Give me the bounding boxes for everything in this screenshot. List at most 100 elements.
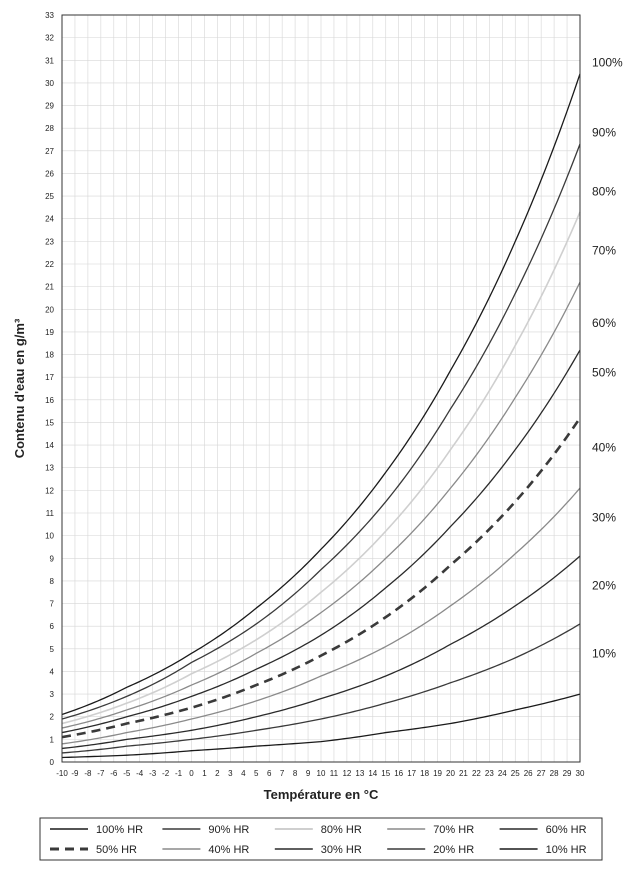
y-tick-label: 12 bbox=[45, 486, 54, 495]
y-tick-label: 26 bbox=[45, 169, 54, 178]
x-tick-label: -2 bbox=[162, 769, 170, 778]
x-tick-label: -9 bbox=[71, 769, 79, 778]
x-tick-label: 21 bbox=[459, 769, 468, 778]
x-tick-label: -8 bbox=[84, 769, 92, 778]
y-tick-label: 15 bbox=[45, 418, 54, 427]
y-tick-label: 21 bbox=[45, 283, 54, 292]
x-tick-label: 18 bbox=[420, 769, 429, 778]
y-tick-label: 1 bbox=[50, 735, 55, 744]
x-tick-label: 14 bbox=[368, 769, 377, 778]
series-line-100-hr bbox=[61, 73, 581, 716]
right-percent-label: 100% bbox=[592, 56, 623, 70]
x-tick-label: 5 bbox=[254, 769, 259, 778]
grid bbox=[61, 14, 581, 763]
x-tick-label: -4 bbox=[136, 769, 144, 778]
y-tick-label: 27 bbox=[45, 147, 54, 156]
x-tick-label: 20 bbox=[446, 769, 455, 778]
right-percent-label: 60% bbox=[592, 316, 616, 330]
x-tick-label: 30 bbox=[576, 769, 585, 778]
y-tick-label: 4 bbox=[50, 667, 55, 676]
legend: 100% HR 90% HR 80% HR 70% HR 60% HR 50% HR 40%… bbox=[39, 817, 603, 861]
y-tick-label: 33 bbox=[45, 11, 54, 20]
legend-label: 50% HR bbox=[96, 844, 137, 856]
y-tick-label: 14 bbox=[45, 441, 54, 450]
series-line-30-hr bbox=[61, 555, 581, 750]
series-line-50-hr bbox=[61, 417, 582, 739]
x-tick-label: 10 bbox=[317, 769, 326, 778]
y-tick-label: 20 bbox=[45, 305, 54, 314]
y-tick-label: 10 bbox=[45, 532, 54, 541]
y-tick-label: 32 bbox=[45, 34, 54, 43]
y-tick-label: 22 bbox=[45, 260, 54, 269]
x-tick-label: 6 bbox=[267, 769, 272, 778]
x-tick-label: 24 bbox=[498, 769, 507, 778]
x-tick-label: 27 bbox=[537, 769, 546, 778]
series-line-70-hr bbox=[61, 281, 581, 729]
y-tick-label: 28 bbox=[45, 124, 54, 133]
x-tick-label: 7 bbox=[280, 769, 285, 778]
y-tick-label: 13 bbox=[45, 464, 54, 473]
legend-label: 40% HR bbox=[208, 844, 249, 856]
y-tick-label: 25 bbox=[45, 192, 54, 201]
x-tick-label: 8 bbox=[293, 769, 298, 778]
y-tick-labels: 0123456789101112131415161718192021222324… bbox=[45, 11, 54, 767]
x-tick-label: 1 bbox=[202, 769, 207, 778]
x-axis-title: Température en °C bbox=[264, 787, 379, 802]
right-percent-label: 50% bbox=[592, 366, 616, 380]
right-percent-label: 20% bbox=[592, 578, 616, 592]
series-line-10-hr bbox=[61, 693, 581, 759]
series-lines bbox=[61, 73, 582, 759]
legend-label: 10% HR bbox=[546, 844, 587, 856]
x-tick-label: 3 bbox=[228, 769, 233, 778]
y-tick-label: 19 bbox=[45, 328, 54, 337]
x-tick-label: 0 bbox=[189, 769, 194, 778]
x-tick-label: -3 bbox=[149, 769, 157, 778]
right-percent-label: 70% bbox=[592, 243, 616, 257]
x-tick-label: 16 bbox=[394, 769, 403, 778]
x-tick-label: 11 bbox=[330, 769, 339, 778]
x-tick-label: -6 bbox=[110, 769, 118, 778]
x-tick-label: 25 bbox=[511, 769, 520, 778]
legend-label: 20% HR bbox=[433, 844, 474, 856]
y-tick-label: 17 bbox=[45, 373, 54, 382]
y-tick-label: 9 bbox=[50, 554, 55, 563]
y-tick-label: 23 bbox=[45, 237, 54, 246]
series-line-20-hr bbox=[61, 623, 581, 754]
x-tick-label: 2 bbox=[215, 769, 220, 778]
x-tick-label: -7 bbox=[97, 769, 105, 778]
x-tick-label: 29 bbox=[563, 769, 572, 778]
x-tick-label: 28 bbox=[550, 769, 559, 778]
x-tick-label: 12 bbox=[342, 769, 351, 778]
x-tick-labels: -10 -9 -8 -7 -6 -5 -4 -3 -2 -1 0 1 2 3 4 5 6 7 8 9 10 11 12 13 1… bbox=[56, 769, 585, 778]
right-percent-labels: 100% 90% 80% 70% 60% 50% 40% 30% 20% 10% bbox=[592, 56, 623, 661]
legend-label: 80% HR bbox=[321, 824, 362, 836]
y-tick-label: 0 bbox=[50, 758, 55, 767]
x-tick-label: -1 bbox=[175, 769, 183, 778]
y-tick-label: 11 bbox=[46, 509, 55, 518]
legend-box bbox=[39, 817, 603, 861]
right-percent-label: 10% bbox=[592, 646, 616, 660]
series-line-80-hr bbox=[61, 211, 581, 725]
x-tick-label: 19 bbox=[433, 769, 442, 778]
x-tick-label: 15 bbox=[381, 769, 390, 778]
y-tick-label: 29 bbox=[45, 102, 54, 111]
x-tick-label: 22 bbox=[472, 769, 481, 778]
y-tick-label: 7 bbox=[50, 600, 55, 609]
series-line-60-hr bbox=[61, 349, 581, 734]
x-tick-label: 23 bbox=[485, 769, 494, 778]
x-tick-label: 13 bbox=[355, 769, 364, 778]
x-tick-label: -10 bbox=[56, 769, 68, 778]
y-tick-label: 31 bbox=[45, 56, 54, 65]
legend-label: 70% HR bbox=[433, 824, 474, 836]
legend-label: 30% HR bbox=[321, 844, 362, 856]
series-line-40-hr bbox=[61, 487, 581, 745]
y-tick-label: 18 bbox=[45, 351, 54, 360]
y-tick-label: 30 bbox=[45, 79, 54, 88]
right-percent-label: 40% bbox=[592, 440, 616, 454]
right-percent-label: 80% bbox=[592, 185, 616, 199]
x-tick-label: -5 bbox=[123, 769, 131, 778]
y-tick-label: 6 bbox=[50, 622, 55, 631]
y-tick-label: 5 bbox=[50, 645, 55, 654]
